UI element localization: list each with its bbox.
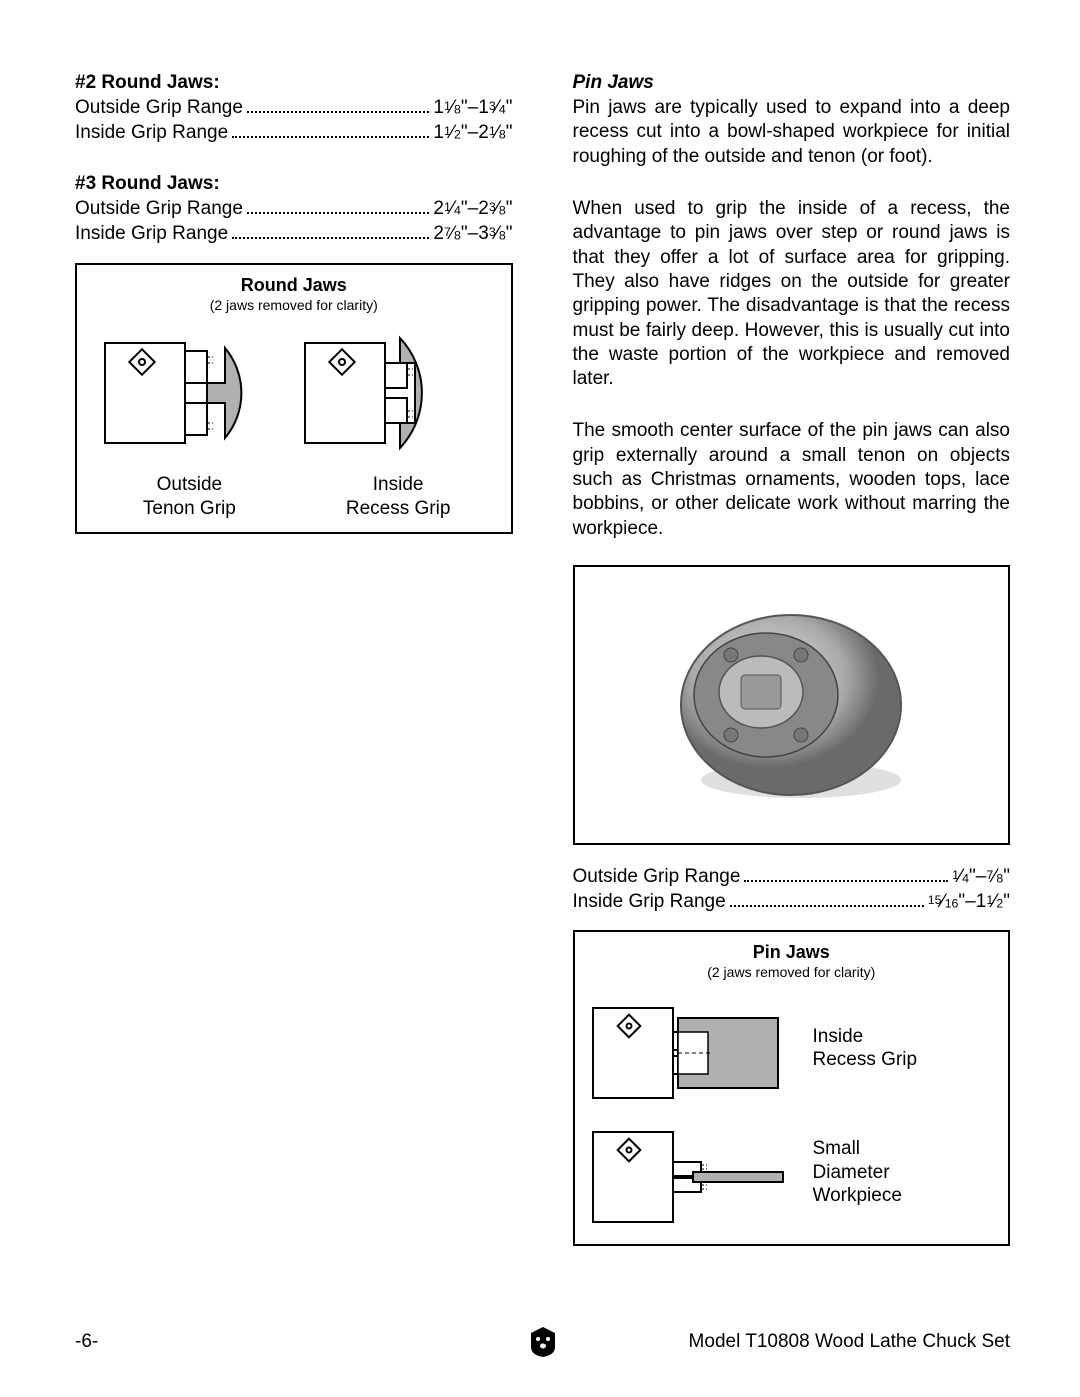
pin-jaws-figure: Pin Jaws (2 jaws removed for clarity) [573,930,1011,1246]
label-line: Small [813,1138,861,1159]
page-footer: -6- Model T10808 Wood Lathe Chuck Set [75,1331,1010,1353]
round3-inside-row: Inside Grip Range 27⁄8"–33⁄8" [75,222,513,247]
spec-value: 27⁄8"–33⁄8" [433,222,512,247]
spec-label: Inside Grip Range [75,222,228,247]
label-line: Inside [373,474,424,495]
pin-jaws-heading: Pin Jaws [573,72,1011,94]
spec-label: Outside Grip Range [75,197,243,222]
spec-value: 11⁄8"–13⁄4" [433,96,512,121]
figure-subtitle: (2 jaws removed for clarity) [583,964,1001,980]
pin-outside-row: Outside Grip Range 1⁄4"–7⁄8" [573,865,1011,890]
figure-title: Pin Jaws [583,942,1001,963]
label-line: Tenon Grip [143,498,236,519]
round2-heading: #2 Round Jaws: [75,72,513,94]
label-line: Inside [813,1026,864,1047]
figure-label-left: Outside Tenon Grip [85,473,294,521]
round-jaws-diagram [85,313,495,473]
leader-dots [232,237,429,239]
paragraph-2: When used to grip the inside of a recess… [573,197,1011,392]
bear-icon [527,1325,559,1359]
spec-value: 15⁄16"–11⁄2" [928,890,1010,915]
leader-dots [730,905,924,907]
chuck-photo-placeholder [661,600,921,810]
leader-dots [744,880,948,882]
round2-inside-row: Inside Grip Range 11⁄2"–21⁄8" [75,121,513,146]
spec-value: 1⁄4"–7⁄8" [952,865,1010,890]
left-column: #2 Round Jaws: Outside Grip Range 11⁄8"–… [75,72,513,1246]
spec-value: 11⁄2"–21⁄8" [433,121,512,146]
figure-subtitle: (2 jaws removed for clarity) [85,297,503,313]
pin-jaws-photo [573,565,1011,845]
round3-outside-row: Outside Grip Range 21⁄4"–23⁄8" [75,197,513,222]
right-column: Pin Jaws Pin jaws are typically used to … [573,72,1011,1246]
pin-recess-diagram [583,988,803,1108]
figure-label-top: Inside Recess Grip [803,1025,1001,1073]
label-line: Diameter [813,1162,890,1183]
round2-outside-row: Outside Grip Range 11⁄8"–13⁄4" [75,96,513,121]
page-content: #2 Round Jaws: Outside Grip Range 11⁄8"–… [75,72,1010,1246]
label-line: Outside [157,474,222,495]
footer-model: Model T10808 Wood Lathe Chuck Set [689,1331,1010,1353]
figure-label-bottom: Small Diameter Workpiece [803,1137,1001,1208]
leader-dots [232,136,429,138]
spec-value: 21⁄4"–23⁄8" [433,197,512,222]
leader-dots [247,212,429,214]
spec-label: Outside Grip Range [75,96,243,121]
spec-label: Inside Grip Range [573,890,726,915]
round-jaws-figure: Round Jaws (2 jaws removed for clarity) [75,263,513,535]
label-line: Workpiece [813,1185,902,1206]
pin-inside-row: Inside Grip Range 15⁄16"–11⁄2" [573,890,1011,915]
footer-logo [527,1325,559,1359]
label-line: Recess Grip [813,1049,918,1070]
figure-label-right: Inside Recess Grip [294,473,503,521]
label-line: Recess Grip [346,498,451,519]
figure-title: Round Jaws [85,275,503,296]
pin-small-diagram [583,1112,803,1232]
spec-label: Inside Grip Range [75,121,228,146]
paragraph-1: Pin jaws are typically used to expand in… [573,96,1011,169]
page-number: -6- [75,1331,98,1353]
round3-heading: #3 Round Jaws: [75,173,513,195]
paragraph-3: The smooth center surface of the pin jaw… [573,419,1011,541]
spec-label: Outside Grip Range [573,865,741,890]
leader-dots [247,111,429,113]
